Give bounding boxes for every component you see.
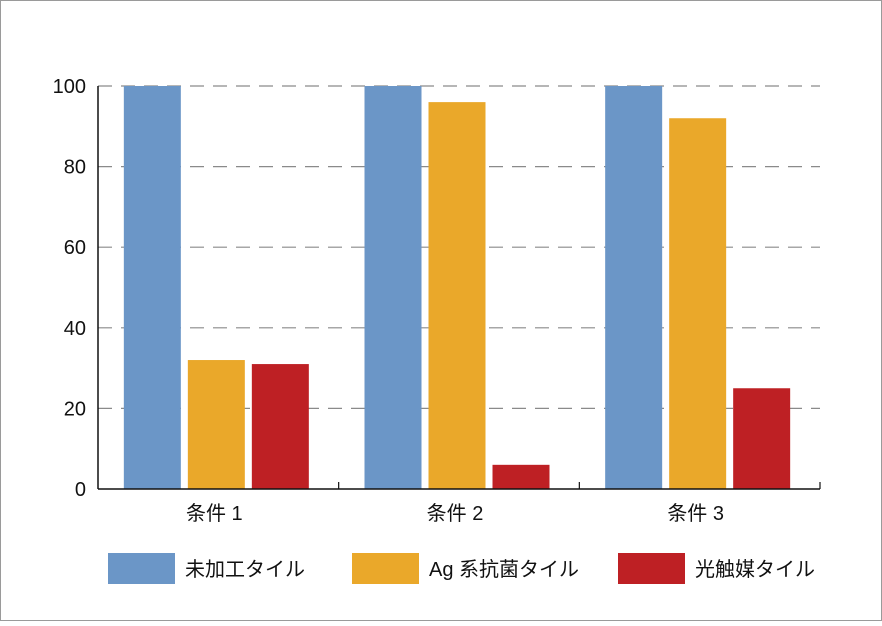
y-tick-label: 20 bbox=[64, 398, 86, 420]
bar bbox=[605, 86, 663, 489]
legend-label: 未加工タイル bbox=[185, 558, 305, 581]
legend-swatch bbox=[352, 553, 419, 584]
y-tick-labels: 0 20 40 60 80 100 bbox=[53, 76, 86, 501]
x-tick-labels: 条件 1 条件 2 条件 3 bbox=[186, 502, 724, 525]
bar bbox=[428, 102, 486, 490]
bars bbox=[123, 86, 791, 490]
y-tick-label: 80 bbox=[64, 157, 86, 179]
x-tick-label: 条件 1 bbox=[186, 502, 243, 525]
x-tick-label: 条件 2 bbox=[427, 502, 484, 525]
axes bbox=[97, 86, 821, 490]
legend: 未加工タイル Ag 系抗菌タイル 光触媒タイル bbox=[108, 553, 815, 584]
legend-label: Ag 系抗菌タイル bbox=[429, 558, 579, 581]
bar bbox=[364, 86, 422, 489]
x-tick-label: 条件 3 bbox=[667, 502, 724, 525]
bar bbox=[492, 464, 550, 489]
bar bbox=[123, 86, 181, 489]
y-tick-label: 100 bbox=[53, 76, 86, 98]
bar bbox=[187, 360, 245, 489]
bar bbox=[251, 364, 309, 489]
y-tick-label: 60 bbox=[64, 237, 86, 259]
y-tick-label: 40 bbox=[64, 318, 86, 340]
y-tick-label: 0 bbox=[75, 479, 86, 501]
legend-swatch bbox=[618, 553, 685, 584]
legend-label: 光触媒タイル bbox=[695, 558, 815, 581]
bar bbox=[669, 118, 727, 490]
legend-swatch bbox=[108, 553, 175, 584]
bar bbox=[733, 388, 791, 489]
